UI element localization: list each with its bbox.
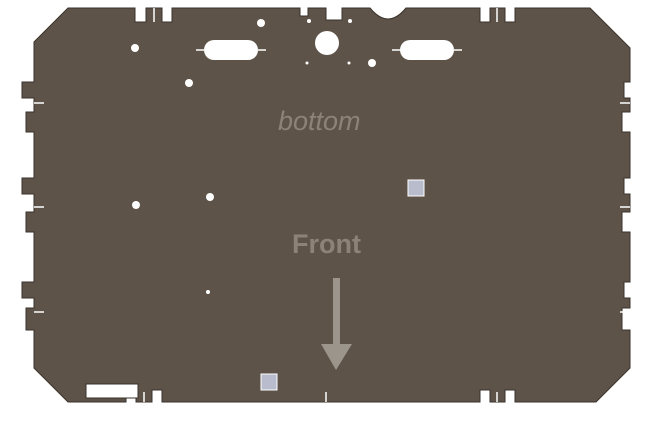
round-holes <box>131 19 376 294</box>
square-cutout-lower <box>260 373 278 391</box>
hole <box>185 79 193 87</box>
oblong-cutout-right <box>400 40 454 60</box>
hole <box>257 19 265 27</box>
arrow-down-icon <box>321 278 352 370</box>
rect-cutout-bottom-left <box>85 383 139 399</box>
plate-outline <box>21 7 631 403</box>
square-cutout-upper <box>407 179 425 197</box>
hole-small <box>305 61 309 65</box>
hole <box>206 193 214 201</box>
bottom-label: bottom <box>278 106 361 136</box>
edge-slots <box>34 8 630 402</box>
hole-large-center <box>315 31 339 55</box>
hole-small <box>347 61 351 65</box>
hole <box>131 44 139 52</box>
hole-small <box>307 19 311 23</box>
hole-small <box>348 19 352 23</box>
hole <box>368 59 376 67</box>
hole <box>132 201 140 209</box>
hole-small <box>206 290 210 294</box>
oblong-cutout-left <box>204 40 258 60</box>
front-label: Front <box>292 229 361 259</box>
